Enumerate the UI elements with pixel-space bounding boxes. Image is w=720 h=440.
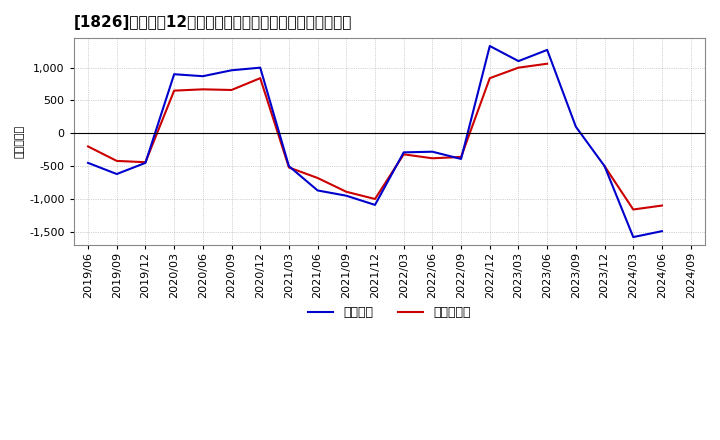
Legend: 経常利益, 当期純利益: 経常利益, 当期純利益 — [302, 300, 477, 326]
経常利益 — [84, 160, 92, 165]
当期純利益 — [428, 156, 437, 161]
経常利益 — [400, 150, 408, 155]
当期純利益 — [141, 160, 150, 165]
Line: 当期純利益: 当期純利益 — [88, 64, 662, 209]
当期純利益 — [342, 189, 351, 194]
当期純利益 — [284, 165, 293, 170]
経常利益 — [371, 202, 379, 208]
当期純利益 — [485, 76, 494, 81]
当期純利益 — [228, 88, 236, 93]
経常利益 — [629, 235, 638, 240]
経常利益 — [485, 44, 494, 49]
経常利益 — [199, 73, 207, 79]
Line: 経常利益: 経常利益 — [88, 46, 662, 237]
当期純利益 — [456, 154, 465, 160]
経常利益 — [228, 68, 236, 73]
当期純利益 — [371, 196, 379, 202]
経常利益 — [342, 193, 351, 198]
当期純利益 — [629, 207, 638, 212]
経常利益 — [313, 188, 322, 193]
経常利益 — [600, 164, 609, 169]
当期純利益 — [256, 76, 264, 81]
当期純利益 — [600, 164, 609, 169]
経常利益 — [112, 172, 121, 177]
当期純利益 — [657, 203, 666, 208]
当期純利益 — [514, 65, 523, 70]
経常利益 — [514, 59, 523, 64]
当期純利益 — [543, 61, 552, 66]
経常利益 — [170, 72, 179, 77]
当期純利益 — [170, 88, 179, 93]
経常利益 — [456, 156, 465, 161]
当期純利益 — [112, 158, 121, 164]
Text: [1826]　利益の12か月移動合計の対前年同期増減額の推移: [1826] 利益の12か月移動合計の対前年同期増減額の推移 — [73, 15, 352, 30]
経常利益 — [572, 124, 580, 129]
経常利益 — [657, 228, 666, 234]
Y-axis label: （百万円）: （百万円） — [15, 125, 25, 158]
経常利益 — [428, 149, 437, 154]
当期純利益 — [84, 144, 92, 149]
経常利益 — [284, 164, 293, 169]
経常利益 — [141, 160, 150, 165]
経常利益 — [543, 47, 552, 52]
経常利益 — [256, 65, 264, 70]
当期純利益 — [313, 175, 322, 180]
当期純利益 — [199, 87, 207, 92]
当期純利益 — [400, 152, 408, 157]
